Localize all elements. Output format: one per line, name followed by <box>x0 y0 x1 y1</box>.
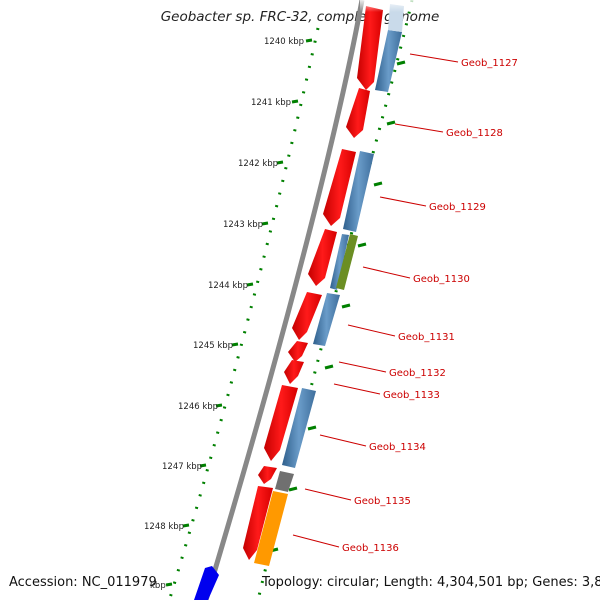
ruler-labels: 1240 kbp 1241 kbp 1242 kbp 1243 kbp 1244… <box>144 37 304 591</box>
cds-feature <box>292 292 322 340</box>
gene-label[interactable]: Geob_1129 <box>429 202 486 213</box>
feature <box>282 388 316 468</box>
gene-label[interactable]: Geob_1131 <box>398 332 455 343</box>
inner-ruler <box>168 27 320 599</box>
feature <box>375 30 402 92</box>
ruler-ticks <box>165 38 313 587</box>
cds-feature <box>323 149 356 226</box>
cds-feature <box>264 385 298 461</box>
ruler-label: 1248 kbp <box>144 522 184 532</box>
cds-feature <box>258 466 277 484</box>
feature <box>330 234 349 290</box>
ruler-label: kbp <box>150 581 166 591</box>
gene-label[interactable]: Geob_1130 <box>413 274 470 285</box>
ruler-label: 1241 kbp <box>251 98 291 108</box>
ruler-label: 1246 kbp <box>178 402 218 412</box>
cds-feature <box>243 486 273 560</box>
callout-lines <box>292 53 459 548</box>
topology-text: Topology: circular; Length: 4,304,501 bp… <box>262 575 600 590</box>
cds-feature <box>308 229 337 286</box>
feature <box>336 234 358 290</box>
gene-label[interactable]: Geob_1132 <box>389 368 446 379</box>
cds-feature <box>288 341 308 362</box>
ruler-label: 1247 kbp <box>162 462 202 472</box>
ruler-label: 1243 kbp <box>223 220 263 230</box>
cds-feature <box>346 88 370 138</box>
gene-label[interactable]: Geob_1134 <box>369 442 426 453</box>
feature <box>313 293 340 346</box>
ruler-label: 1245 kbp <box>193 341 233 351</box>
genome-backbone <box>203 0 365 600</box>
cds-feature <box>357 6 383 90</box>
gene-label[interactable]: Geob_1136 <box>342 543 399 554</box>
cds-features <box>243 6 383 560</box>
ruler-label: 1244 kbp <box>208 281 248 291</box>
feature <box>275 471 294 492</box>
feature <box>343 151 374 232</box>
gene-labels: Geob_1127 Geob_1128 Geob_1129 Geob_1130 … <box>342 58 518 554</box>
ruler-label: 1242 kbp <box>238 159 278 169</box>
feature <box>254 491 288 566</box>
gene-label[interactable]: Geob_1128 <box>446 128 503 139</box>
ruler-label: 1240 kbp <box>264 37 304 47</box>
accession-text: Accession: NC_011979 <box>9 575 157 590</box>
cds-feature <box>284 360 304 384</box>
gene-label[interactable]: Geob_1133 <box>383 390 440 401</box>
feature <box>194 566 219 600</box>
gene-label[interactable]: Geob_1135 <box>354 496 411 507</box>
blue-features <box>282 30 402 468</box>
gene-label[interactable]: Geob_1127 <box>461 58 518 69</box>
outer-tick-track <box>256 0 414 600</box>
